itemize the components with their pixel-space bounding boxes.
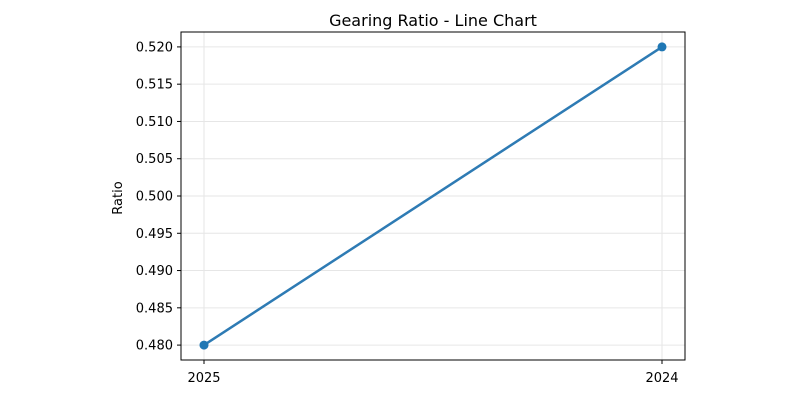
series-layer (199, 42, 667, 350)
x-axis: 2025 2024 (187, 360, 679, 386)
y-tick-label: 0.495 (136, 227, 173, 242)
data-point (657, 42, 667, 52)
y-tick-label: 0.505 (136, 152, 173, 167)
y-tick-label: 0.485 (136, 301, 173, 316)
data-point (199, 340, 209, 350)
x-tick-label: 2024 (645, 371, 678, 386)
y-tick-label: 0.520 (136, 40, 173, 55)
y-axis-label: Ratio (111, 181, 126, 214)
chart-title: Gearing Ratio - Line Chart (329, 11, 537, 30)
x-tick-label: 2025 (187, 371, 220, 386)
y-tick-label: 0.500 (136, 190, 173, 205)
y-tick-label: 0.480 (136, 339, 173, 354)
y-axis: 0.480 0.485 0.490 0.495 0.500 0.505 0.510 0.515… (136, 40, 181, 354)
y-tick-label: 0.515 (136, 78, 173, 93)
y-tick-label: 0.510 (136, 115, 173, 130)
y-tick-label: 0.490 (136, 264, 173, 279)
series-line (202, 45, 664, 347)
